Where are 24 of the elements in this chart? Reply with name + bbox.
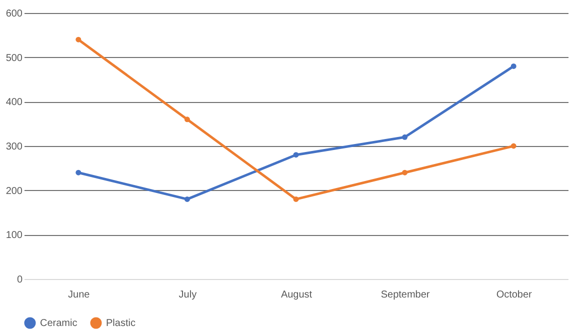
point <box>402 134 408 140</box>
x-tick-label: August <box>280 290 312 300</box>
point <box>76 170 82 176</box>
y-tick-label: 300 <box>6 142 23 152</box>
x-tick-label: September <box>380 290 430 300</box>
point <box>76 36 82 42</box>
point <box>402 170 408 176</box>
y-tick-label: 500 <box>6 52 23 64</box>
y-tick-label: 100 <box>6 230 23 242</box>
point <box>293 152 299 158</box>
y-tick-label: 400 <box>6 97 23 108</box>
y-tick-label: 200 <box>6 186 23 197</box>
point <box>184 116 190 122</box>
y-tick-label: 0 <box>16 274 23 286</box>
x-tick-label: July <box>178 290 197 300</box>
point <box>293 196 299 202</box>
y-tick-label: 600 <box>6 8 23 20</box>
x-tick-label: October <box>496 290 533 300</box>
legend-label: Ceramic <box>40 318 78 329</box>
point <box>510 143 516 149</box>
point <box>184 196 190 202</box>
point <box>510 63 516 69</box>
x-tick-label: June <box>68 290 90 300</box>
legend-label: Plastic <box>106 318 136 329</box>
